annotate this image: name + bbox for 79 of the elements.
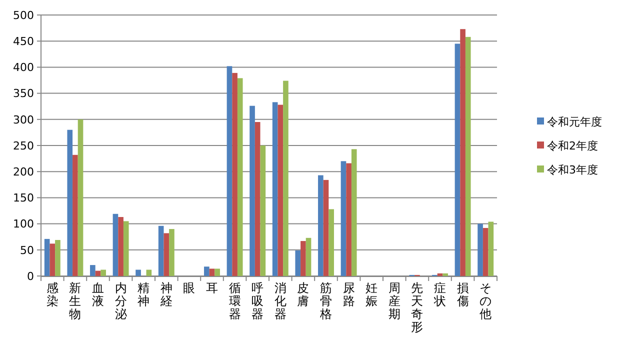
- bar: [454, 44, 460, 276]
- y-tick-label: 350: [13, 87, 34, 100]
- y-tick-label: 450: [13, 34, 34, 48]
- x-tick-label: 感染: [46, 281, 58, 308]
- x-tick-label: 周産期: [388, 281, 400, 321]
- bar: [136, 270, 141, 276]
- bar: [118, 217, 124, 276]
- x-tick-label: 耳: [206, 281, 218, 295]
- bar: [204, 266, 210, 276]
- bar: [226, 66, 232, 276]
- bar: [278, 104, 284, 276]
- bar: [482, 228, 488, 276]
- bar: [164, 233, 170, 276]
- bar: [478, 224, 483, 276]
- bar: [283, 80, 288, 276]
- bar: [272, 102, 278, 276]
- bar: [158, 226, 164, 276]
- bar: [237, 78, 243, 276]
- x-tick-label: 皮膚: [297, 281, 310, 308]
- legend-label: 令和2年度: [547, 139, 598, 152]
- bar: [250, 106, 255, 276]
- bar: [254, 122, 260, 276]
- y-tick-label: 300: [13, 113, 34, 126]
- bar: [346, 163, 352, 276]
- bar: [300, 241, 306, 276]
- bar: [351, 149, 357, 276]
- bar: [318, 175, 324, 276]
- bar: [100, 270, 106, 276]
- y-tick-label: 500: [13, 8, 34, 22]
- y-tick-label: 100: [13, 218, 34, 231]
- bar: [323, 180, 329, 276]
- bar: [67, 130, 73, 276]
- legend-label: 令和3年度: [547, 163, 598, 176]
- x-tick-label: 呼吸器: [252, 281, 264, 321]
- x-tick-label: 眼: [183, 281, 196, 295]
- x-tick-label: 新生物: [69, 281, 82, 321]
- y-tick-label: 0: [27, 270, 34, 283]
- bar: [55, 240, 60, 276]
- bar: [90, 265, 96, 276]
- bar: [95, 270, 101, 276]
- x-tick-label: 消化器: [274, 281, 286, 321]
- bar: [209, 268, 215, 276]
- x-tick-label: 精神: [138, 281, 150, 308]
- bar: [306, 238, 312, 276]
- bar: [328, 209, 334, 276]
- y-tick-label: 400: [13, 61, 34, 74]
- y-tick-label: 250: [13, 139, 34, 152]
- bar: [488, 222, 494, 276]
- bar: [72, 154, 78, 276]
- bar: [232, 72, 238, 276]
- bar: [465, 36, 471, 276]
- bar: [295, 250, 301, 276]
- bar: [442, 273, 448, 276]
- x-tick-label: 先天奇形: [411, 281, 424, 334]
- x-tick-label: 尿路: [342, 281, 355, 308]
- bar: [78, 119, 84, 276]
- x-tick-label: 循環器: [228, 281, 241, 321]
- x-tick-label: その他: [480, 281, 492, 321]
- y-tick-label: 200: [13, 165, 34, 178]
- x-tick-label: 血液: [92, 281, 104, 308]
- x-tick-label: 内分泌: [114, 281, 127, 321]
- bar: [460, 29, 466, 276]
- bar: [112, 214, 118, 276]
- bar: [146, 270, 152, 276]
- y-tick-label: 50: [20, 244, 34, 257]
- legend-label: 令和元年度: [547, 115, 602, 128]
- bar: [44, 238, 50, 276]
- x-tick-label: 損傷: [456, 281, 469, 308]
- bar: [123, 221, 129, 276]
- bar: [169, 229, 174, 276]
- bar: [214, 268, 220, 276]
- bar: [50, 244, 56, 276]
- x-tick-label: 妊娠: [366, 281, 378, 308]
- x-tick-label: 神経: [159, 281, 172, 308]
- y-tick-label: 150: [13, 192, 34, 205]
- bar: [340, 161, 346, 276]
- x-tick-label: 筋骨格: [319, 281, 332, 321]
- x-tick-label: 症状: [433, 281, 446, 308]
- bar: [260, 146, 266, 276]
